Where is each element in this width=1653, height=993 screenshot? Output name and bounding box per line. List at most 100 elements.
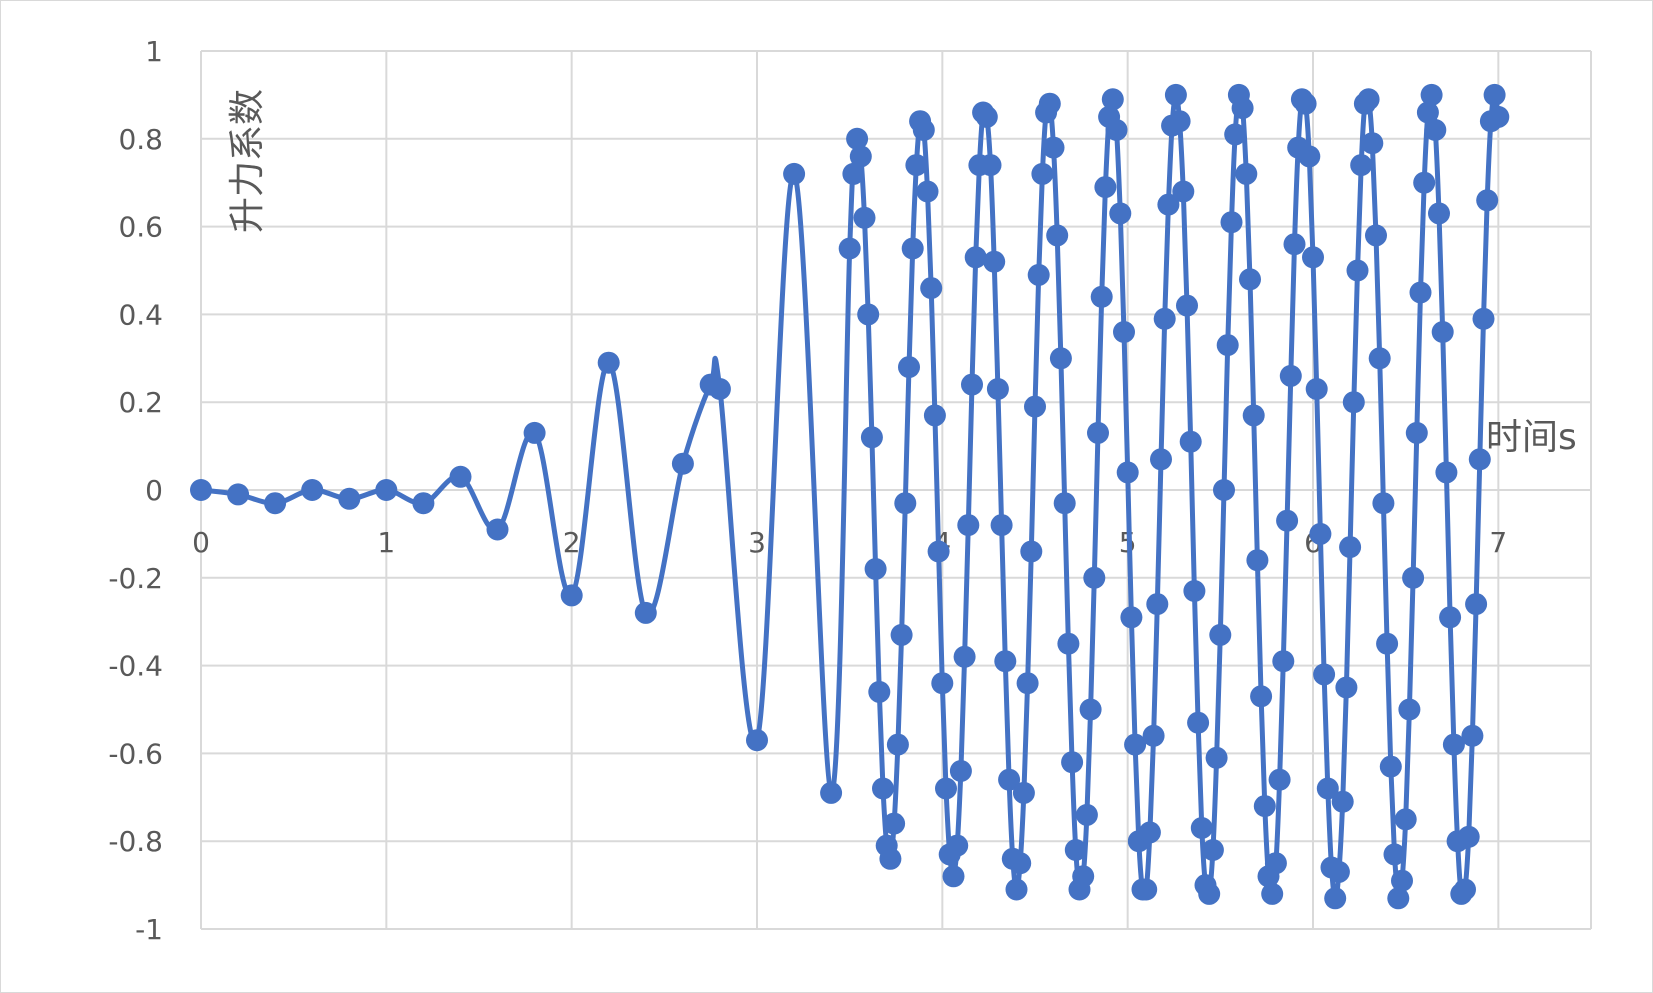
data-point <box>1476 189 1499 212</box>
data-point <box>983 250 1006 273</box>
data-point <box>1457 825 1480 848</box>
y-tick-label: 0.6 <box>118 211 163 244</box>
data-point <box>1064 839 1087 861</box>
data-point <box>1365 224 1387 247</box>
series-line <box>200 90 1501 902</box>
data-point <box>949 760 972 782</box>
y-tick-label: -0.4 <box>108 650 163 683</box>
y-tick-label: -1 <box>135 913 163 946</box>
data-point <box>1331 790 1354 813</box>
x-tick-label: 7 <box>1489 526 1507 559</box>
data-point <box>1335 676 1358 699</box>
data-point <box>1361 132 1384 155</box>
data-point <box>1383 843 1406 866</box>
data-point <box>879 847 902 870</box>
data-point <box>886 733 909 756</box>
data-point <box>935 777 957 800</box>
data-point <box>1483 83 1506 106</box>
data-point <box>1439 606 1462 629</box>
data-point <box>1239 268 1261 291</box>
data-point <box>227 483 250 506</box>
data-point <box>671 452 694 475</box>
series-layer <box>200 90 1501 902</box>
data-point <box>1038 92 1061 115</box>
data-point <box>1201 839 1224 861</box>
data-point <box>1101 88 1124 111</box>
data-point <box>1049 347 1072 370</box>
data-point <box>1024 395 1046 418</box>
data-point <box>1153 307 1176 330</box>
data-point <box>1053 492 1076 515</box>
data-point <box>912 119 935 141</box>
data-point <box>1472 307 1495 330</box>
y-tick-label: -0.6 <box>108 737 163 770</box>
data-point <box>1420 83 1443 106</box>
y-tick-label: -0.2 <box>108 562 163 595</box>
data-point <box>1072 865 1095 888</box>
data-point <box>857 303 880 326</box>
data-point <box>898 356 920 379</box>
data-point <box>1268 768 1291 791</box>
data-point <box>1398 698 1421 721</box>
data-point <box>1416 101 1439 124</box>
data-point <box>883 812 906 835</box>
data-point <box>1094 176 1117 199</box>
data-point <box>1087 421 1109 444</box>
data-point <box>1246 549 1269 572</box>
data-point <box>1454 878 1476 901</box>
data-point <box>1387 887 1410 910</box>
data-point <box>1135 878 1158 901</box>
data-point <box>953 645 976 668</box>
data-point <box>1276 509 1299 532</box>
data-point <box>931 672 954 695</box>
data-point <box>1075 803 1098 826</box>
data-point <box>1461 724 1484 747</box>
data-point <box>1009 852 1032 875</box>
data-point <box>1442 733 1465 756</box>
data-point <box>1176 294 1198 317</box>
data-point <box>1405 421 1428 444</box>
data-point <box>1198 882 1221 905</box>
data-point <box>1324 887 1347 910</box>
data-point <box>1431 321 1454 343</box>
data-point <box>783 162 806 185</box>
x-tick-label: 3 <box>748 526 766 559</box>
data-point <box>1424 119 1447 141</box>
data-point <box>1253 795 1276 818</box>
data-point <box>894 492 917 515</box>
data-point <box>1435 461 1458 484</box>
x-tick-label: 2 <box>563 526 581 559</box>
data-point <box>1428 202 1450 225</box>
y-tick-label: -0.8 <box>108 825 163 858</box>
data-point <box>1379 755 1402 778</box>
data-point <box>264 492 287 515</box>
data-point <box>1327 860 1350 883</box>
data-point <box>849 145 872 168</box>
data-point <box>1413 171 1436 194</box>
data-point <box>1057 632 1080 655</box>
data-point <box>1368 347 1391 370</box>
data-point <box>923 404 946 427</box>
data-point <box>964 246 987 269</box>
data-point <box>890 623 913 646</box>
data-point <box>1113 321 1135 343</box>
data-point <box>927 540 950 563</box>
data-point <box>920 277 943 300</box>
data-point <box>1250 685 1273 708</box>
data-point <box>872 777 894 800</box>
y-tick-label: 1 <box>145 35 163 68</box>
data-point <box>1224 123 1247 146</box>
data-point <box>746 729 768 752</box>
data-point <box>975 105 998 128</box>
data-point <box>1120 606 1143 629</box>
data-point <box>486 518 509 541</box>
data-point <box>1220 211 1243 234</box>
data-point <box>1168 110 1191 133</box>
data-point <box>1027 263 1050 286</box>
data-point <box>1216 334 1239 357</box>
data-point <box>1302 246 1324 269</box>
data-point <box>1487 105 1510 128</box>
data-point <box>1272 650 1295 673</box>
data-point <box>868 680 891 703</box>
data-point <box>1372 492 1395 515</box>
